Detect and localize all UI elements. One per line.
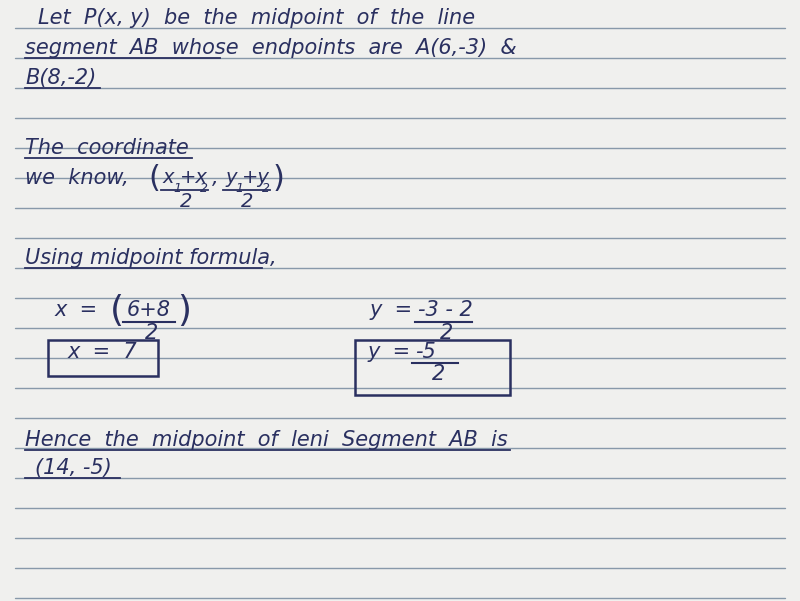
Text: (14, -5): (14, -5) [35,458,112,478]
Text: -5: -5 [415,342,436,362]
Text: x: x [163,168,174,187]
Text: 2: 2 [241,192,254,211]
Text: +y: +y [242,168,270,187]
Text: ): ) [177,294,191,328]
Text: (: ( [110,294,124,328]
Bar [355,340,510,395]
Text: y  =: y = [370,300,413,320]
Text: +x: +x [180,168,208,187]
Text: ,: , [212,168,218,188]
Text: Hence  the  midpoint  of  leni  Segment  AB  is: Hence the midpoint of leni Segment AB is [25,430,508,450]
Text: -3 - 2: -3 - 2 [418,300,473,320]
Text: 2: 2 [145,323,158,343]
Text: 6+8: 6+8 [127,300,171,320]
Text: Let  P(x, y)  be  the  midpoint  of  the  line: Let P(x, y) be the midpoint of the line [38,8,475,28]
Text: 1: 1 [235,182,243,195]
Text: ): ) [273,164,285,193]
Text: 2: 2 [432,364,446,384]
Text: 2: 2 [440,323,454,343]
Text: x  =: x = [55,300,98,320]
Bar [48,340,158,376]
Text: we  know,: we know, [25,168,129,188]
Text: y  =: y = [368,342,411,362]
Text: 2: 2 [180,192,192,211]
Text: x  =  7: x = 7 [68,342,138,362]
Text: Using midpoint formula,: Using midpoint formula, [25,248,277,268]
Text: 2: 2 [200,182,208,195]
Text: segment  AB  whose  endpoints  are  A(6,-3)  &: segment AB whose endpoints are A(6,-3) & [25,38,517,58]
Text: The  coordinate: The coordinate [25,138,189,158]
Text: B(8,-2): B(8,-2) [25,68,96,88]
Text: 2: 2 [262,182,270,195]
Text: (: ( [148,164,160,193]
Text: y: y [225,168,237,187]
Text: 1: 1 [173,182,181,195]
